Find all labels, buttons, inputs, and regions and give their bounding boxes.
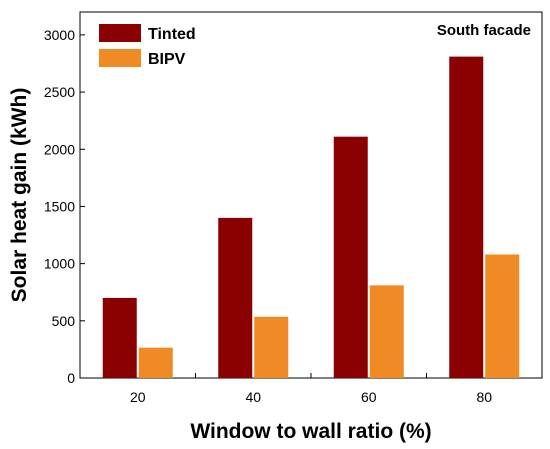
bar-tinted-80 bbox=[449, 56, 484, 378]
x-tick-label: 20 bbox=[130, 389, 146, 405]
y-tick-label: 1000 bbox=[44, 256, 75, 272]
bar-bipv-80 bbox=[485, 254, 520, 378]
x-tick-label: 40 bbox=[245, 389, 261, 405]
y-tick-label: 1500 bbox=[44, 198, 75, 214]
legend-swatch-bipv bbox=[99, 49, 141, 67]
y-tick-label: 500 bbox=[52, 313, 76, 329]
y-axis-title: Solar heat gain (kWh) bbox=[8, 88, 31, 303]
y-tick-label: 0 bbox=[67, 370, 75, 386]
bar-bipv-20 bbox=[138, 347, 173, 378]
bar-tinted-20 bbox=[102, 297, 137, 378]
x-tick-label: 80 bbox=[476, 389, 492, 405]
x-axis-title: Window to wall ratio (%) bbox=[190, 420, 431, 443]
legend-swatch-tinted bbox=[99, 24, 141, 42]
legend-label-bipv: BIPV bbox=[148, 51, 186, 68]
bar-tinted-40 bbox=[218, 217, 253, 378]
bar-bipv-40 bbox=[254, 316, 289, 378]
legend-label-tinted: Tinted bbox=[148, 26, 196, 43]
bar-bipv-60 bbox=[369, 285, 404, 378]
x-tick-label: 60 bbox=[361, 389, 377, 405]
y-tick-label: 2500 bbox=[44, 84, 75, 100]
annotation-south-facade: South facade bbox=[437, 22, 531, 39]
y-tick-label: 3000 bbox=[44, 27, 75, 43]
y-tick-label: 2000 bbox=[44, 141, 75, 157]
bar-tinted-60 bbox=[333, 136, 368, 378]
